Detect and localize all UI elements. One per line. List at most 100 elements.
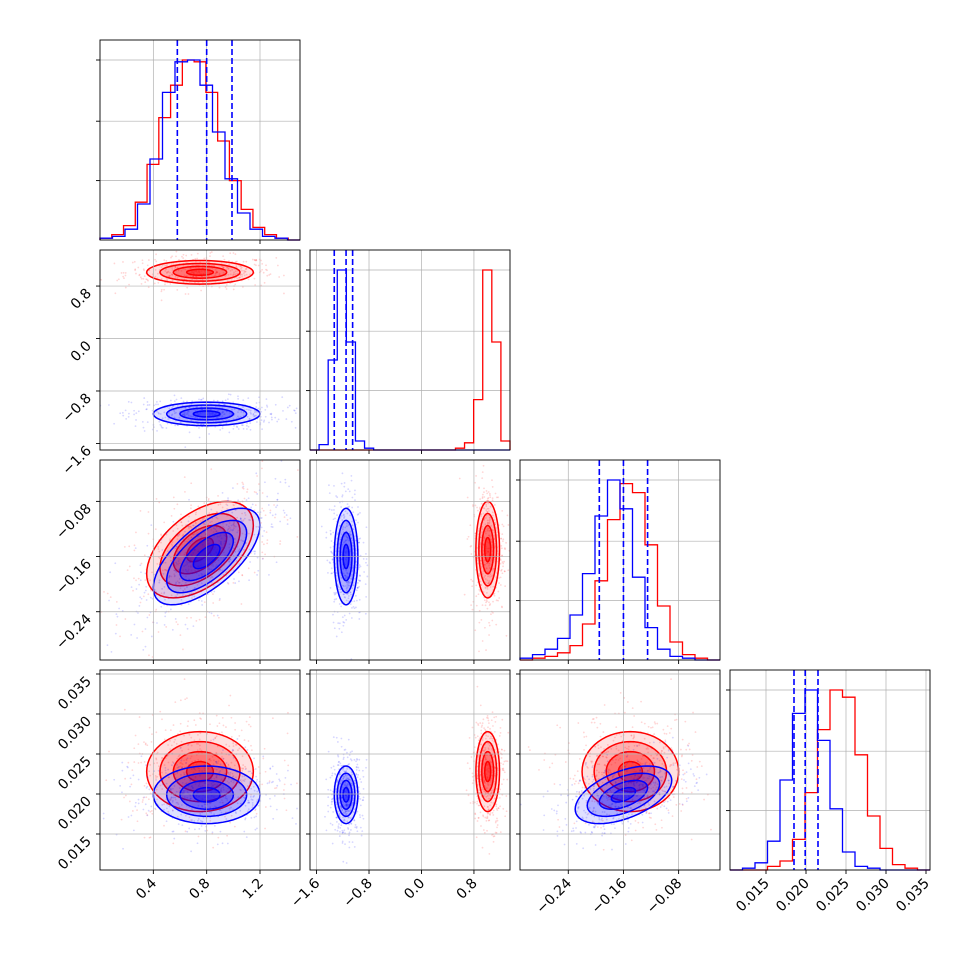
scatter-point [144, 645, 147, 648]
scatter-point [698, 760, 701, 763]
scatter-point [188, 594, 191, 597]
scatter-point [249, 795, 252, 798]
scatter-point [221, 807, 224, 810]
scatter-point [349, 550, 352, 553]
scatter-point [277, 492, 279, 495]
scatter-point [217, 836, 220, 839]
scatter-point [330, 550, 333, 553]
histogram-step-red [520, 482, 720, 661]
scatter-point [115, 613, 118, 616]
scatter-point [176, 767, 179, 769]
scatter-point [217, 494, 219, 497]
scatter-point [261, 467, 263, 470]
scatter-point [286, 406, 289, 409]
scatter-point [325, 536, 328, 539]
scatter-point [234, 273, 237, 276]
scatter-point [190, 785, 193, 788]
scatter-point [82, 667, 84, 669]
scatter-point [358, 564, 361, 566]
scatter-point [220, 787, 223, 790]
scatter-point [228, 412, 231, 414]
scatter-point [194, 783, 197, 785]
scatter-point [342, 526, 345, 528]
scatter-point [133, 409, 135, 412]
scatter-point [342, 567, 345, 570]
scatter-point [470, 428, 472, 430]
scatter-point [239, 517, 242, 520]
scatter-point [264, 806, 267, 808]
scatter-point [221, 411, 224, 413]
scatter-point [269, 797, 271, 800]
scatter-point [480, 726, 483, 728]
scatter-point [218, 535, 221, 538]
scatter-point [175, 561, 178, 564]
scatter-point [195, 270, 198, 272]
scatter-point [302, 511, 304, 513]
scatter-point [136, 820, 139, 823]
scatter-point [167, 744, 169, 746]
scatter-point [140, 761, 143, 764]
scatter-point [488, 562, 490, 565]
scatter-point [241, 574, 244, 576]
scatter-point [164, 561, 167, 564]
scatter-point [114, 292, 117, 295]
scatter-point [106, 592, 109, 595]
scatter-point [187, 520, 190, 523]
scatter-point [186, 524, 189, 526]
scatter-point [232, 503, 235, 506]
scatter-point [478, 487, 480, 490]
scatter-point [255, 491, 258, 494]
scatter-point [222, 551, 225, 554]
scatter-point [207, 552, 210, 554]
scatter-point [232, 273, 235, 276]
scatter-point [242, 487, 245, 490]
scatter-point [250, 749, 253, 752]
scatter-point [119, 635, 121, 638]
scatter-point [327, 750, 330, 753]
scatter-point [177, 557, 180, 560]
scatter-point [158, 412, 160, 415]
scatter-point [202, 397, 205, 400]
scatter-point [480, 618, 483, 621]
scatter-point [199, 717, 202, 720]
scatter-point [244, 514, 247, 516]
scatter-point [671, 815, 674, 818]
scatter-point [349, 603, 352, 605]
scatter-point [232, 775, 235, 777]
scatter-point [188, 525, 191, 528]
scatter-point [347, 595, 350, 597]
scatter-point [210, 782, 213, 785]
scatter-point [97, 803, 99, 805]
scatter-point [171, 628, 174, 631]
scatter-point [188, 578, 190, 581]
scatter-point [502, 807, 505, 810]
scatter-point [160, 541, 162, 544]
scatter-point [486, 588, 489, 590]
scatter-point [303, 274, 305, 276]
scatter-point [95, 775, 97, 777]
scatter-point [343, 614, 346, 617]
scatter-point [188, 281, 191, 284]
scatter-point [192, 771, 195, 774]
scatter-point [347, 584, 350, 587]
scatter-point [327, 788, 330, 791]
scatter-point [197, 413, 200, 416]
scatter-point [169, 274, 171, 277]
scatter-point [210, 576, 213, 579]
scatter-point [343, 540, 346, 543]
scatter-point [479, 722, 482, 724]
scatter-point [340, 745, 343, 748]
scatter-point [232, 749, 235, 752]
scatter-point [488, 516, 491, 519]
scatter-point [199, 774, 201, 777]
scatter-point [207, 499, 210, 502]
scatter-point [251, 799, 254, 801]
scatter-point [347, 582, 350, 585]
scatter-point [342, 756, 345, 759]
scatter-point [190, 526, 193, 529]
scatter-point [503, 749, 506, 752]
scatter-point [553, 783, 556, 785]
scatter-point [342, 584, 344, 587]
scatter-point [164, 766, 167, 769]
scatter-point [507, 731, 510, 734]
